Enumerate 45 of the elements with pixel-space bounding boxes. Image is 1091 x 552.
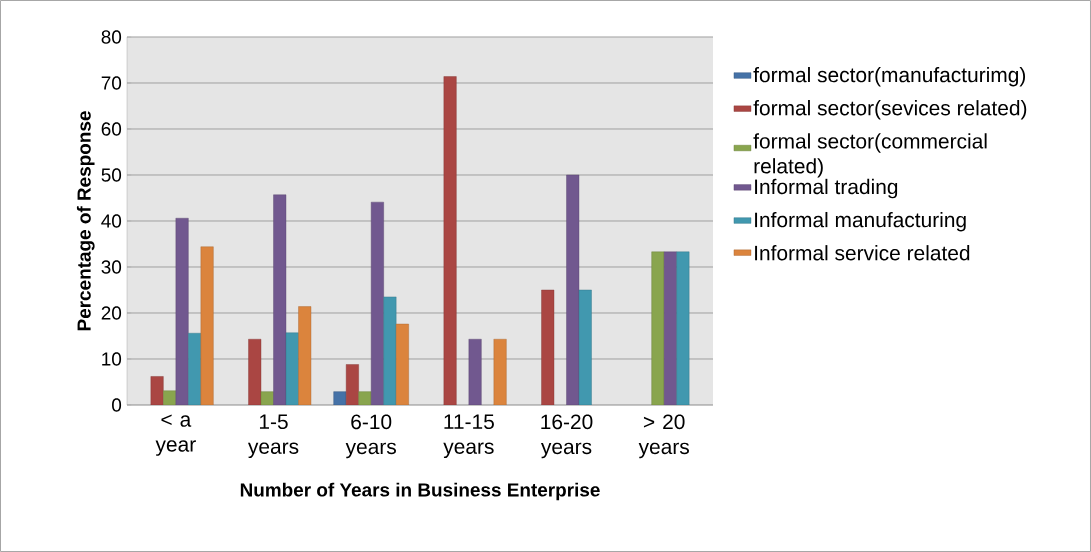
x-tick-label: < a year (155, 414, 196, 456)
bar (175, 218, 189, 405)
legend-label: Informal service related (755, 245, 970, 261)
bar (663, 251, 677, 405)
bar (493, 339, 507, 405)
y-tick-label: 50 (101, 168, 122, 182)
bar (395, 323, 409, 405)
x-tick-label: > 20 years (638, 414, 689, 459)
bar (651, 251, 665, 405)
bar (383, 296, 397, 405)
bar (578, 289, 592, 405)
bar (163, 390, 177, 405)
x-axis-title: Number of Years in Business Enterprise (240, 482, 600, 501)
bar (200, 246, 214, 405)
y-tick-label: 40 (101, 214, 122, 228)
legend-label: formal sector(sevices related) (753, 100, 1027, 120)
legend-label: formal sector(commercial related) (753, 133, 987, 178)
y-tick-label: 20 (101, 306, 122, 320)
y-axis-title: Percentage of Response (76, 111, 95, 331)
bar (285, 332, 299, 405)
legend-label: formal sector(manufacturimg) (753, 66, 1026, 87)
bar (273, 194, 287, 405)
y-tick-label: 30 (101, 260, 122, 274)
x-tick-label: 16-20 years (540, 414, 593, 459)
y-tick-label: 80 (101, 30, 122, 44)
bar (260, 391, 274, 405)
legend-label: Informal trading (755, 178, 898, 199)
x-tick-label: 11-15 years (443, 414, 494, 459)
x-tick-label: 1-5 years (247, 414, 299, 459)
y-tick-label: 60 (101, 122, 122, 136)
x-tick-label: 6-10 years (345, 414, 396, 459)
bar (358, 391, 372, 405)
legend-label: Informal manufacturing (755, 211, 966, 232)
y-tick-label: 10 (102, 352, 122, 366)
bar (298, 306, 312, 405)
bar (676, 251, 690, 405)
bar (443, 76, 457, 405)
bar (370, 201, 384, 405)
bar (468, 339, 482, 405)
bar (150, 376, 164, 405)
bar (333, 391, 347, 405)
y-tick-label: 70 (101, 76, 122, 90)
y-tick-label: 0 (112, 398, 122, 412)
bar (188, 333, 202, 405)
bar (566, 174, 580, 405)
